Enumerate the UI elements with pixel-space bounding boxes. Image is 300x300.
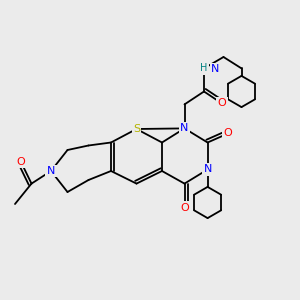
Text: O: O — [180, 202, 189, 213]
Text: N: N — [180, 123, 189, 134]
Text: O: O — [218, 98, 226, 109]
Text: O: O — [224, 128, 232, 139]
Text: H: H — [200, 63, 208, 74]
Text: S: S — [133, 124, 140, 134]
Text: N: N — [47, 166, 55, 176]
Text: N: N — [211, 64, 220, 74]
Text: N: N — [203, 164, 212, 175]
Text: O: O — [16, 157, 26, 167]
